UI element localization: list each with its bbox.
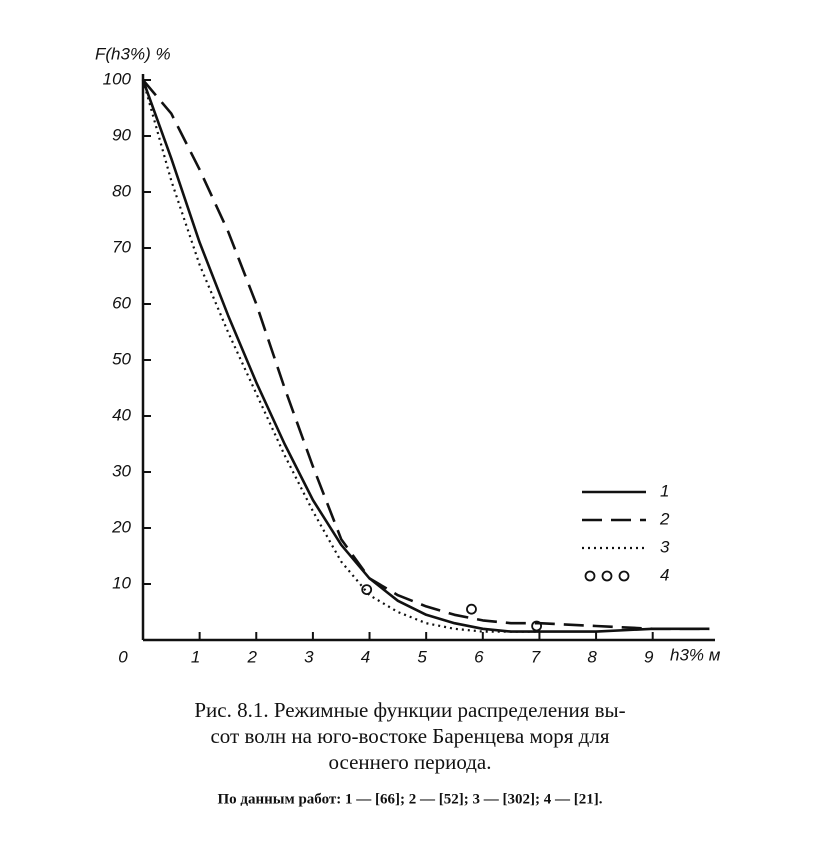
y-tick-label: 100 <box>103 69 132 88</box>
caption-line: сот волн на юго-востоке Баренцева моря д… <box>210 724 609 748</box>
y-axis-label: F(h3%) % <box>95 44 171 63</box>
caption-source: По данным работ: 1 — [66]; 2 — [52]; 3 —… <box>218 791 603 807</box>
legend-swatch <box>601 570 613 582</box>
y-tick-label: 80 <box>112 181 131 200</box>
data-line <box>141 79 710 633</box>
data-point <box>531 620 543 632</box>
y-tick-label: 70 <box>112 237 131 256</box>
x-tick-label: 4 <box>361 647 370 666</box>
x-tick-label: 3 <box>304 647 314 666</box>
caption-line: Рис. 8.1. Режимные функции распределения… <box>194 698 625 722</box>
legend-label: 3 <box>660 537 670 556</box>
x-tick-label: 0 <box>118 647 128 666</box>
x-tick-label: 1 <box>191 647 200 666</box>
y-tick-label: 50 <box>112 349 131 368</box>
x-tick-label: 2 <box>247 647 258 666</box>
y-tick-label: 10 <box>112 573 131 592</box>
y-tick-label: 40 <box>112 405 131 424</box>
x-tick-label: 9 <box>644 647 654 666</box>
legend-label: 1 <box>660 481 669 500</box>
y-tick-label: 20 <box>111 517 131 536</box>
x-tick-label: 7 <box>531 647 541 666</box>
legend-swatch <box>584 570 596 582</box>
x-tick-label: 5 <box>417 647 427 666</box>
caption-line: осеннего периода. <box>328 750 491 774</box>
data-line <box>142 79 710 631</box>
x-tick-label: 8 <box>587 647 597 666</box>
data-line <box>141 79 540 633</box>
x-axis-label: h3% м <box>670 645 721 664</box>
y-tick-label: 60 <box>112 293 131 312</box>
y-tick-label: 90 <box>112 125 131 144</box>
y-tick-label: 30 <box>112 461 131 480</box>
legend-label: 4 <box>660 565 669 584</box>
x-tick-label: 6 <box>474 647 484 666</box>
legend-label: 2 <box>659 509 670 528</box>
data-point <box>466 603 477 615</box>
legend-swatch <box>618 570 630 582</box>
data-point <box>361 584 373 595</box>
